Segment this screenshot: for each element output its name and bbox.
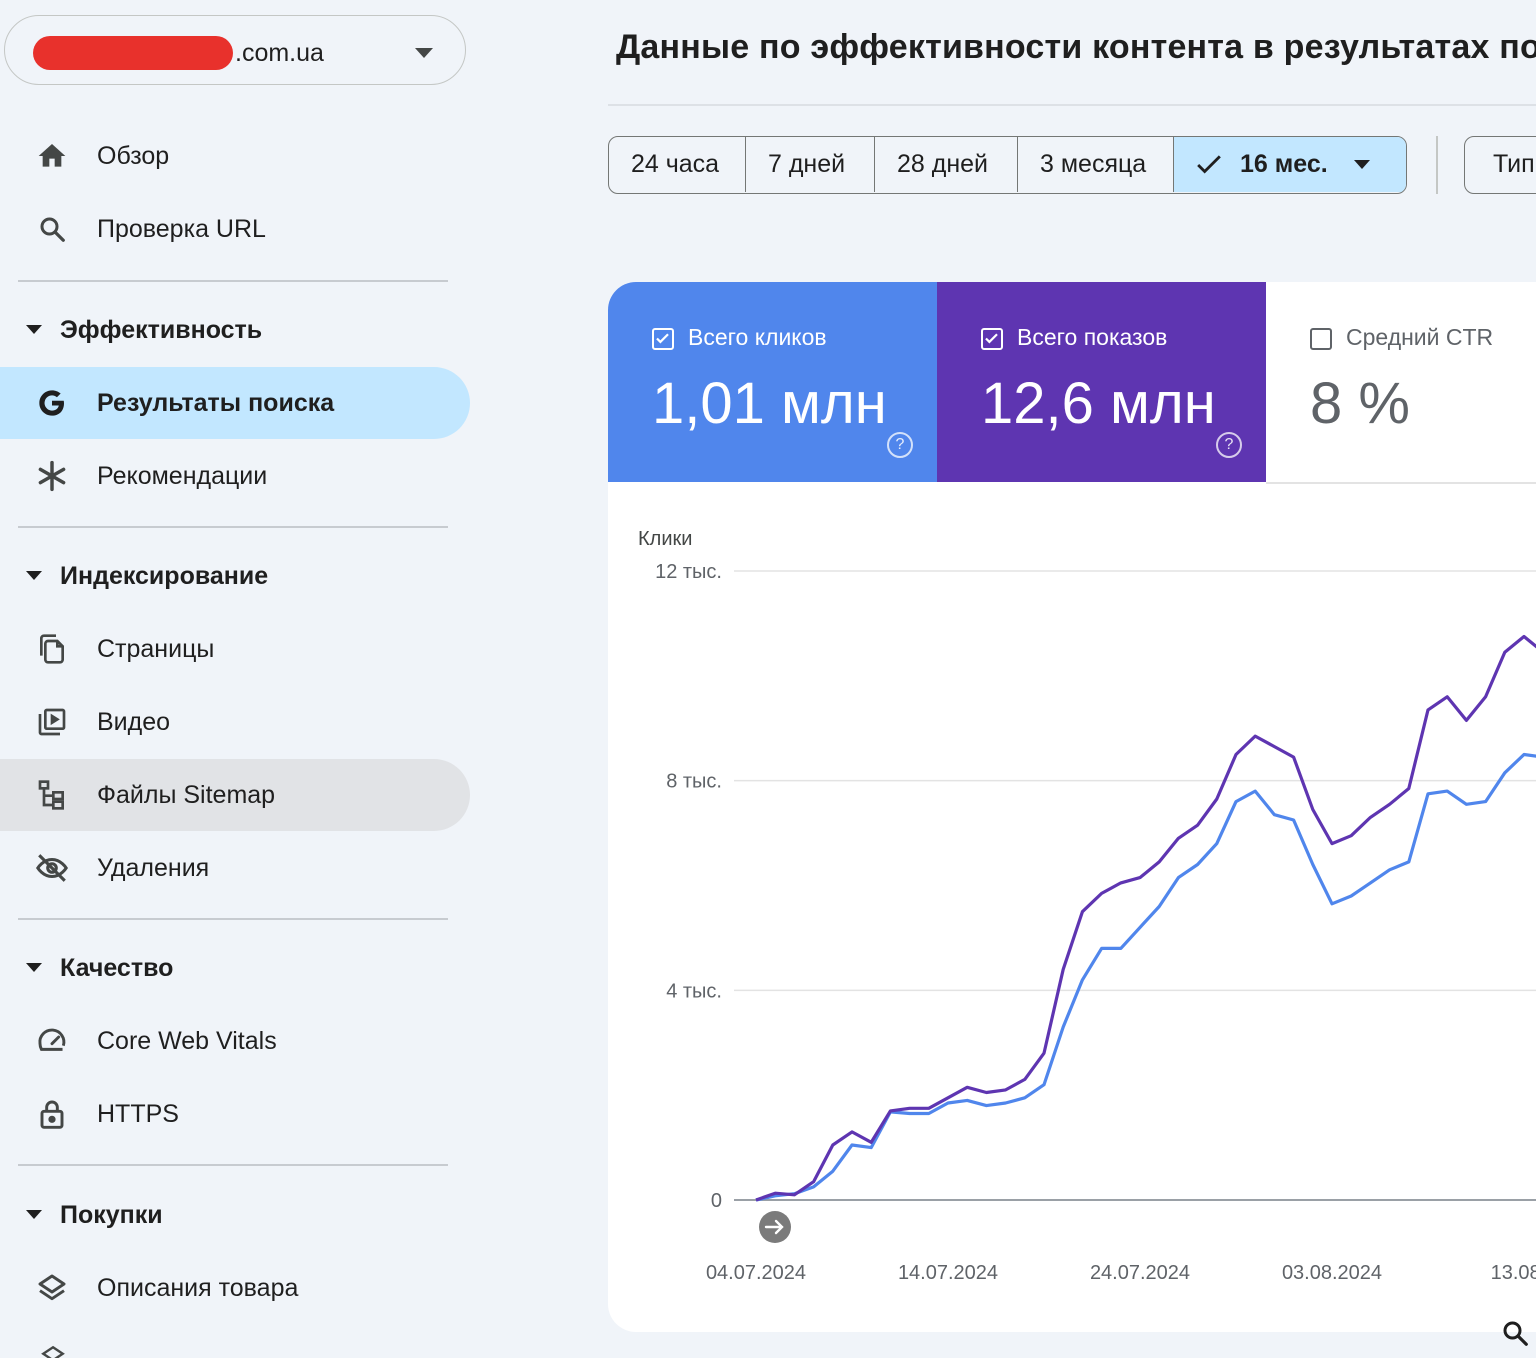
header-divider	[608, 104, 1536, 106]
sidebar-item-overview[interactable]: Обзор	[0, 120, 470, 192]
clicks-impressions-chart: 0 4 тыс. 8 тыс. 12 тыс. 04.07.2024 14.07.2024…	[655, 561, 1536, 1284]
range-28d-button[interactable]: 28 дней	[875, 137, 1018, 192]
sidebar-item-core-web-vitals[interactable]: Core Web Vitals	[0, 1005, 470, 1077]
partial-nav-icon	[40, 1344, 66, 1358]
x-tick-label: 04.07.2024	[706, 1262, 806, 1284]
search-icon	[34, 211, 70, 247]
redacted-domain-mark	[33, 36, 233, 70]
checkbox-unchecked-icon[interactable]	[1310, 328, 1332, 350]
x-tick-label: 03.08.2024	[1282, 1262, 1382, 1284]
caret-down-icon	[26, 571, 42, 580]
toolbar-separator	[1436, 136, 1438, 194]
sidebar-divider	[18, 1164, 448, 1166]
gauge-icon	[34, 1023, 70, 1059]
sidebar-item-search-results[interactable]: Результаты поиска	[0, 367, 470, 439]
range-24h-button[interactable]: 24 часа	[609, 137, 746, 192]
sidebar-item-label: Страницы	[97, 635, 215, 663]
checkbox-checked-icon[interactable]	[652, 328, 674, 350]
sidebar-item-url-inspection[interactable]: Проверка URL	[0, 193, 470, 265]
section-indexing[interactable]: Индексирование	[0, 546, 470, 606]
metric-total-clicks[interactable]: Всего кликов 1,01 млн ?	[608, 282, 937, 482]
eye-off-icon	[34, 850, 70, 886]
caret-down-icon	[1353, 160, 1370, 169]
property-domain: .com.ua	[235, 39, 324, 67]
sidebar-item-pages[interactable]: Страницы	[0, 613, 470, 685]
layers-icon	[34, 1270, 70, 1306]
caret-down-icon	[26, 963, 42, 972]
range-16m-label: 16 мес.	[1240, 150, 1328, 178]
google-g-icon	[34, 385, 70, 421]
sidebar-item-label: Описания товара	[97, 1274, 299, 1302]
sidebar-item-label: Рекомендации	[97, 462, 268, 490]
range-3m-button[interactable]: 3 месяца	[1018, 137, 1174, 192]
page-title: Данные по эффективности контента в резул…	[616, 28, 1536, 66]
lock-icon	[34, 1096, 70, 1132]
video-icon	[34, 704, 70, 740]
x-tick-label: 13.08.2	[1491, 1262, 1536, 1284]
sidebar-item-video[interactable]: Видео	[0, 686, 470, 758]
sidebar-divider	[18, 526, 448, 528]
sidebar-item-recommendations[interactable]: Рекомендации	[0, 440, 470, 512]
sidebar-item-label: Обзор	[97, 142, 170, 170]
impressions-series-line	[755, 634, 1536, 1202]
performance-card: Всего кликов 1,01 млн ? Всего показов 12…	[608, 282, 1536, 1332]
y-tick-label: 8 тыс.	[666, 771, 722, 793]
section-title: Индексирование	[60, 562, 269, 590]
metric-value: 1,01 млн	[652, 371, 887, 436]
metric-value: 12,6 млн	[981, 371, 1216, 436]
date-range-selector[interactable]: 24 часа 7 дней 28 дней 3 месяца 16 мес.	[608, 136, 1407, 194]
chart-y-axis-label: Клики	[638, 528, 693, 550]
sidebar-item-product-snippets[interactable]: Описания товара	[0, 1252, 470, 1324]
sidebar-item-label: Результаты поиска	[97, 389, 335, 417]
metric-label: Всего кликов	[688, 324, 827, 350]
sidebar-item-label: Проверка URL	[97, 215, 266, 243]
x-tick-label: 14.07.2024	[898, 1262, 998, 1284]
sidebar-item-label: Удаления	[97, 854, 210, 882]
y-tick-label: 12 тыс.	[655, 561, 722, 583]
section-quality[interactable]: Качество	[0, 938, 470, 998]
sidebar-item-sitemaps[interactable]: Файлы Sitemap	[0, 759, 470, 831]
y-tick-label: 4 тыс.	[666, 980, 722, 1002]
range-7d-button[interactable]: 7 дней	[746, 137, 875, 192]
annotation-marker-icon[interactable]	[759, 1211, 791, 1243]
y-tick-label: 0	[711, 1190, 722, 1212]
chevron-down-icon	[415, 48, 433, 58]
sidebar-divider	[18, 280, 448, 282]
asterisk-icon	[34, 458, 70, 494]
sidebar-item-label: HTTPS	[97, 1100, 179, 1128]
clicks-series-line	[755, 752, 1536, 1202]
caret-down-icon	[26, 1210, 42, 1219]
zoom-search-icon[interactable]	[1500, 1318, 1530, 1353]
sidebar-divider	[18, 918, 448, 920]
section-shopping[interactable]: Покупки	[0, 1185, 470, 1245]
check-icon	[1196, 154, 1222, 176]
search-type-button[interactable]: Тип	[1464, 136, 1536, 194]
section-title: Эффективность	[60, 316, 263, 344]
section-title: Качество	[60, 954, 174, 982]
sidebar-item-removals[interactable]: Удаления	[0, 832, 470, 904]
help-icon[interactable]: ?	[887, 432, 913, 458]
metric-value: 8 %	[1310, 371, 1410, 436]
range-16m-button[interactable]: 16 мес.	[1174, 137, 1406, 192]
sidebar-item-https[interactable]: HTTPS	[0, 1078, 470, 1150]
property-selector[interactable]: .com.ua	[4, 15, 466, 85]
sitemap-icon	[34, 777, 70, 813]
metric-total-impressions[interactable]: Всего показов 12,6 млн ?	[937, 282, 1266, 482]
section-performance[interactable]: Эффективность	[0, 300, 470, 360]
help-icon[interactable]: ?	[1216, 432, 1242, 458]
metric-label: Всего показов	[1017, 324, 1168, 350]
x-tick-label: 24.07.2024	[1090, 1262, 1190, 1284]
caret-down-icon	[26, 325, 42, 334]
sidebar-item-label: Файлы Sitemap	[97, 781, 276, 809]
checkbox-checked-icon[interactable]	[981, 328, 1003, 350]
home-icon	[34, 138, 70, 174]
section-title: Покупки	[60, 1201, 163, 1229]
sidebar-item-label: Core Web Vitals	[97, 1027, 277, 1055]
sidebar-item-label: Видео	[97, 708, 171, 736]
metric-label: Средний CTR	[1346, 324, 1494, 350]
pages-icon	[34, 631, 70, 667]
metric-average-ctr[interactable]: Средний CTR 8 %	[1266, 282, 1536, 484]
